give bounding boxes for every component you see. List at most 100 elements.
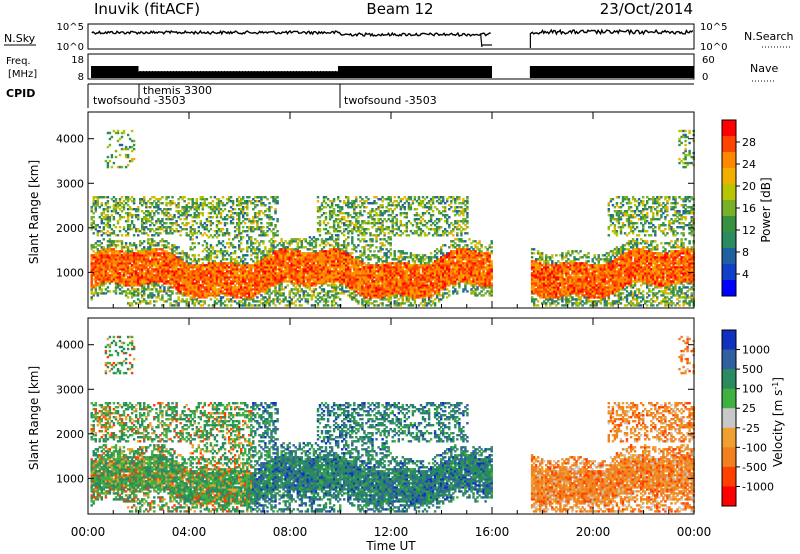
power-cell <box>130 256 134 259</box>
power-cell <box>270 222 273 225</box>
power-cell <box>250 200 253 203</box>
power-cell <box>197 300 201 303</box>
power-cell <box>318 280 322 283</box>
power-cell <box>326 198 330 201</box>
power-cell <box>306 298 310 301</box>
power-cell <box>258 292 261 295</box>
power-cell <box>211 268 215 271</box>
power-cell <box>161 228 164 231</box>
power-cell <box>96 250 100 253</box>
power-cell <box>183 280 186 283</box>
power-cell <box>124 155 128 159</box>
power-cell <box>181 258 184 261</box>
power-cell <box>124 212 128 215</box>
power-cell <box>169 262 172 265</box>
power-cell <box>242 274 245 277</box>
power-cell <box>260 210 263 213</box>
power-cell <box>90 218 93 221</box>
power-cell <box>246 266 249 269</box>
power-cell <box>126 280 130 283</box>
power-cell <box>221 292 225 295</box>
power-cell <box>254 250 257 253</box>
power-cell <box>187 294 190 297</box>
power-cell <box>225 272 229 275</box>
power-cell <box>310 268 314 271</box>
power-cell <box>240 274 243 277</box>
power-cell <box>141 198 144 201</box>
power-cell <box>343 264 346 267</box>
power-cell <box>130 222 134 225</box>
power-cell <box>250 290 253 293</box>
power-cell <box>227 282 231 285</box>
power-cell <box>177 212 180 215</box>
power-cell <box>318 254 322 257</box>
power-cell <box>223 272 227 275</box>
power-cell <box>102 272 106 275</box>
power-cell <box>231 280 235 283</box>
power-cell <box>120 135 124 139</box>
power-cell <box>100 258 104 261</box>
power-cell <box>266 198 269 201</box>
power-cell <box>296 288 300 291</box>
power-cell <box>185 284 188 287</box>
power-cell <box>296 280 300 283</box>
power-cell <box>219 248 223 251</box>
power-cell <box>258 248 261 251</box>
power-cell <box>264 266 267 269</box>
power-cell <box>233 246 237 249</box>
power-cell <box>337 272 340 275</box>
power-cell <box>225 288 229 291</box>
power-cell <box>339 226 342 229</box>
power-cell <box>286 266 289 269</box>
power-cell <box>120 246 124 249</box>
power-cell <box>112 200 116 203</box>
power-cell <box>211 270 215 273</box>
power-cell <box>318 272 322 275</box>
power-cell <box>201 268 205 271</box>
power-cell <box>318 244 322 247</box>
power-cell <box>135 254 138 257</box>
power-cell <box>322 246 326 249</box>
power-cell <box>165 266 168 269</box>
power-cell <box>167 246 170 249</box>
power-cell <box>147 206 150 209</box>
power-cell <box>280 276 283 279</box>
power-cell <box>163 246 166 249</box>
power-cell <box>163 252 166 255</box>
power-cell <box>385 220 388 223</box>
power-cell <box>120 286 124 289</box>
power-cell <box>96 274 100 277</box>
power-cell <box>151 218 154 221</box>
power-cell <box>185 270 188 273</box>
power-cell <box>233 272 237 275</box>
power-cell <box>260 218 263 221</box>
power-cell <box>106 248 110 251</box>
power-cell <box>203 280 207 283</box>
power-cell <box>337 292 340 295</box>
power-cell <box>274 284 277 287</box>
power-cell <box>181 256 184 259</box>
power-cell <box>137 260 140 263</box>
power-cell <box>130 260 134 263</box>
power-cell <box>96 282 100 285</box>
power-cell <box>205 264 209 267</box>
power-cell <box>248 196 251 199</box>
power-cell <box>246 200 249 203</box>
power-cell <box>256 248 259 251</box>
power-cell <box>330 280 334 283</box>
power-cell <box>274 212 277 215</box>
power-cell <box>242 254 245 257</box>
power-cell <box>191 270 194 273</box>
power-cell <box>124 145 128 149</box>
power-cell <box>268 254 271 257</box>
power-cell <box>108 232 112 235</box>
power-cell <box>330 272 334 275</box>
power-cell <box>298 280 302 283</box>
power-cell <box>225 222 229 225</box>
power-cell <box>306 302 310 305</box>
power-cell <box>258 274 261 277</box>
power-cell <box>110 228 114 231</box>
power-cell <box>298 282 302 285</box>
power-cell <box>197 226 201 229</box>
power-cell <box>177 246 180 249</box>
